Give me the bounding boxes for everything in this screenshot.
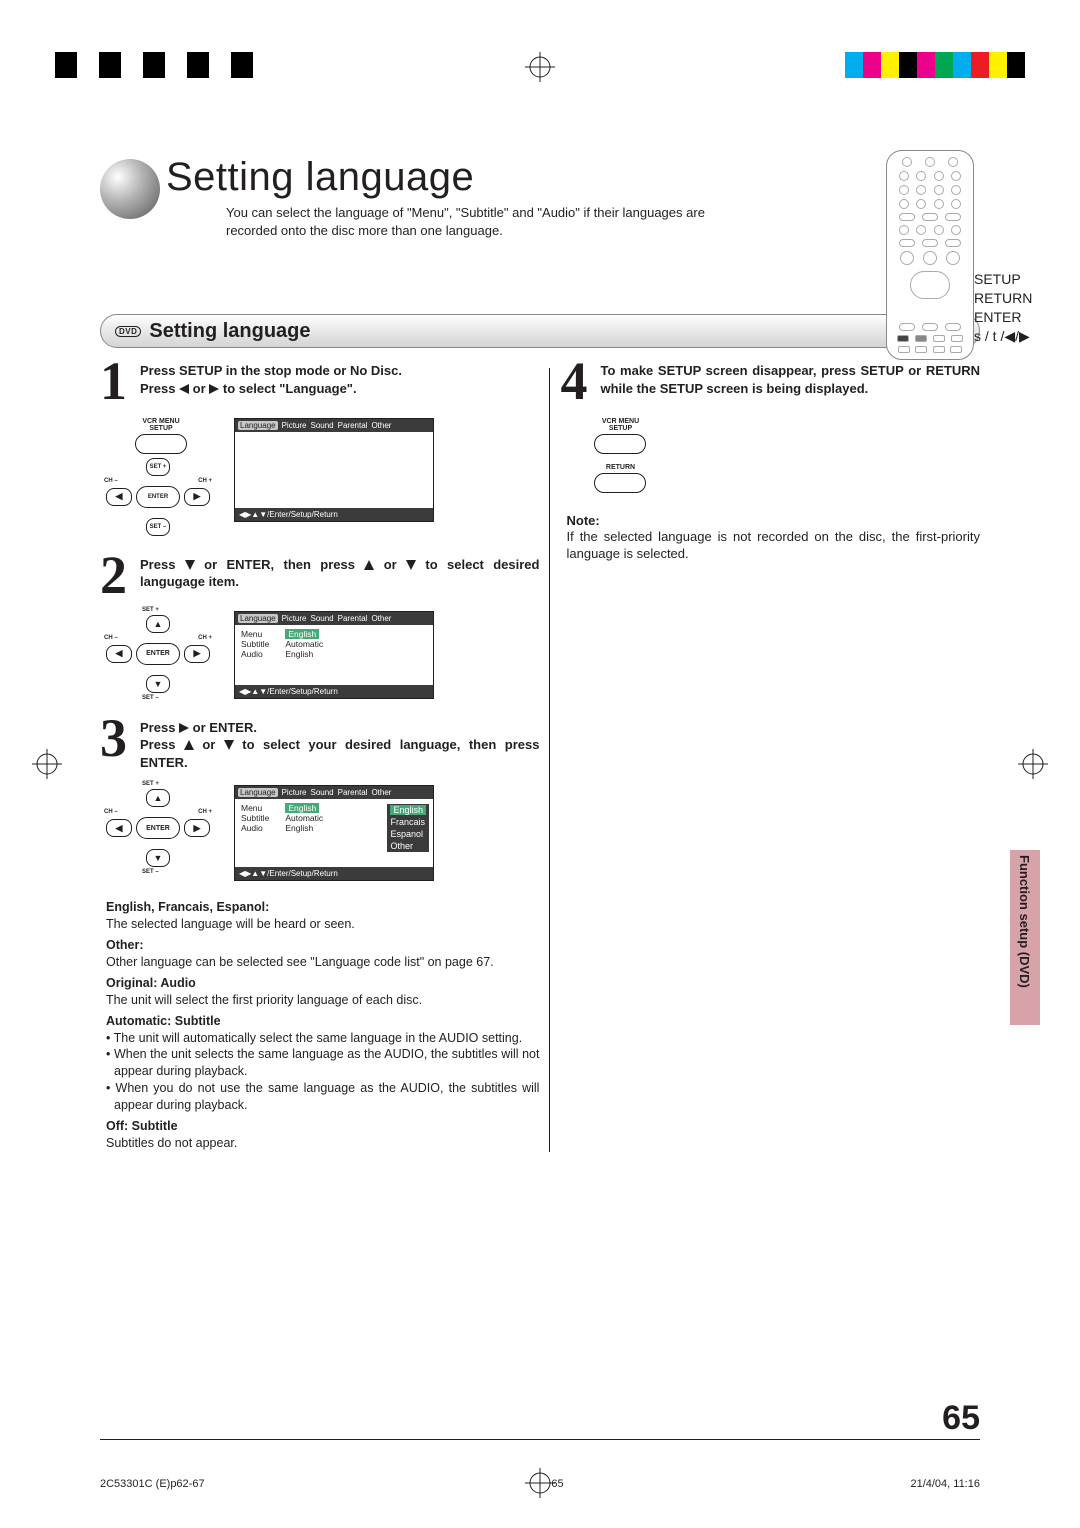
desc-efs-heading: English, Francais, Espanol:	[106, 899, 539, 916]
remote-label-enter: ENTER	[974, 308, 1064, 327]
setup-button-icon	[135, 434, 187, 454]
desc-auto-bullet: The unit will automatically select the s…	[106, 1030, 539, 1047]
step-4-diagram: VCR MENU SETUP RETURN	[580, 418, 980, 493]
screen-mock-2: LanguagePictureSoundParentalOther MenuEn…	[234, 611, 434, 699]
desc-auto-bullet: When you do not use the same language as…	[106, 1080, 539, 1114]
step-4: 4 To make SETUP screen disappear, press …	[560, 360, 980, 403]
page-number: 65	[942, 1399, 980, 1438]
left-arrow-icon	[179, 384, 189, 394]
title-sphere-icon	[100, 159, 160, 219]
up-arrow-icon	[364, 560, 374, 570]
step-number: 2	[100, 554, 140, 597]
step-1: 1 Press SETUP in the stop mode or No Dis…	[100, 360, 539, 403]
up-arrow-icon	[184, 740, 194, 750]
page-title: Setting language	[166, 155, 726, 200]
setup-label: SETUP	[106, 425, 216, 432]
remote-callout-labels: SETUP RETURN ENTER s / t /◀/▶	[974, 270, 1064, 346]
screen-mock-3: LanguagePictureSoundParentalOther MenuEn…	[234, 785, 434, 881]
step-2-diagram: ▲ ▼ ◀ ▶ ENTER SET + SET – CH – CH + Lang…	[106, 611, 539, 699]
desc-off-heading: Off: Subtitle	[106, 1118, 539, 1135]
intro-text: You can select the language of "Menu", "…	[226, 204, 726, 240]
remote-label-setup: SETUP	[974, 270, 1064, 289]
description-block: English, Francais, Espanol: The selected…	[106, 899, 539, 1151]
screen-mock-1: LanguagePictureSoundParentalOther ◀▶▲▼/E…	[234, 418, 434, 522]
right-arrow-icon	[209, 384, 219, 394]
step-number: 1	[100, 360, 140, 403]
footer-timestamp: 21/4/04, 11:16	[910, 1478, 980, 1490]
return-button-icon	[594, 473, 646, 493]
print-footer: 2C53301C (E)p62-67 65 21/4/04, 11:16	[100, 1478, 980, 1490]
setup-button-icon	[594, 434, 646, 454]
step-number: 3	[100, 717, 140, 772]
desc-automatic-heading: Automatic: Subtitle	[106, 1013, 539, 1030]
note-text: If the selected language is not recorded…	[566, 528, 980, 563]
registration-mark-left	[32, 749, 62, 779]
remote-label-return: RETURN	[974, 289, 1064, 308]
step-3-diagram: ▲ ▼ ◀ ▶ ENTER SET + SET – CH – CH + Lang…	[106, 785, 539, 881]
dropdown-list: English Francais Espanol Other	[387, 804, 429, 852]
dpad-icon: ▲ ▼ ◀ ▶ ENTER SET + SET – CH – CH +	[106, 615, 210, 693]
step-4-text: To make SETUP screen disappear, press SE…	[600, 360, 980, 403]
remote-label-arrows: s / t /◀/▶	[974, 327, 1064, 346]
dpad-icon: SET + SET – ◀ ▶ ENTER CH – CH +	[106, 458, 210, 536]
section-heading-text: Setting language	[149, 320, 310, 343]
right-arrow-icon	[179, 723, 189, 733]
down-arrow-icon	[224, 740, 234, 750]
step-1-diagram: VCR MENU SETUP SET + SET – ◀ ▶ ENTER CH …	[106, 418, 539, 536]
section-tab-label: Function setup (DVD)	[1017, 855, 1032, 988]
return-label: RETURN	[580, 464, 660, 471]
desc-efs-text: The selected language will be heard or s…	[106, 916, 539, 933]
step-number: 4	[560, 360, 600, 403]
desc-original-text: The unit will select the first priority …	[106, 992, 539, 1009]
footer-filename: 2C53301C (E)p62-67	[100, 1478, 205, 1490]
step-1-line1: Press SETUP in the stop mode or No Disc.	[140, 363, 402, 378]
dvd-badge: DVD	[115, 326, 141, 337]
setup-label: SETUP	[580, 425, 660, 432]
registration-mark-right	[1018, 749, 1048, 779]
vcr-menu-label: VCR MENU	[106, 418, 216, 425]
footer-page: 65	[551, 1478, 563, 1490]
vcr-menu-label: VCR MENU	[580, 418, 660, 425]
remote-illustration: SETUP RETURN ENTER s / t /◀/▶	[870, 150, 990, 360]
desc-other-text: Other language can be selected see "Lang…	[106, 954, 539, 971]
color-bar	[0, 52, 1080, 78]
step-2: 2 Press or ENTER, then press or to selec…	[100, 554, 539, 597]
section-heading-bar: DVD Setting language	[100, 314, 980, 348]
page-rule	[100, 1439, 980, 1440]
down-arrow-icon	[185, 560, 195, 570]
dpad-icon: ▲ ▼ ◀ ▶ ENTER SET + SET – CH – CH +	[106, 789, 210, 867]
desc-off-text: Subtitles do not appear.	[106, 1135, 539, 1152]
desc-original-heading: Original: Audio	[106, 975, 539, 992]
step-3: 3 Press or ENTER. Press or to select you…	[100, 717, 539, 772]
down-arrow-icon	[406, 560, 416, 570]
column-divider	[549, 368, 550, 1151]
desc-auto-bullet: When the unit selects the same language …	[106, 1046, 539, 1080]
desc-other-heading: Other:	[106, 937, 539, 954]
note-heading: Note:	[566, 513, 980, 528]
